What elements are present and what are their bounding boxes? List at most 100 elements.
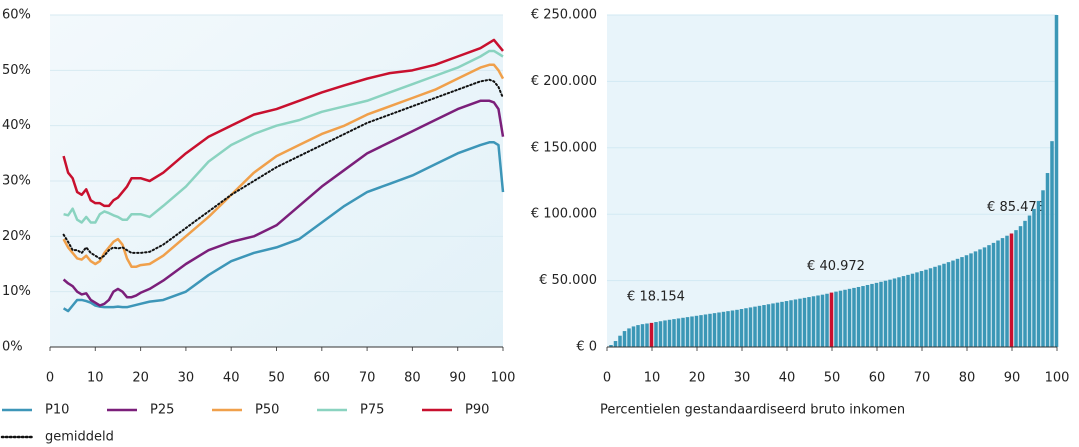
plot-background (607, 15, 1057, 347)
bar (834, 291, 838, 347)
x-tick-label: 70 (914, 371, 931, 386)
bar (676, 318, 681, 347)
bar (928, 268, 933, 347)
x-tick-label: 10 (87, 371, 104, 386)
bar (1045, 173, 1050, 347)
bar (757, 305, 762, 347)
bar (748, 307, 753, 347)
x-tick-label: 90 (449, 371, 466, 386)
x-tick-label: 80 (404, 371, 421, 386)
value-label: € 18.154 (627, 289, 685, 304)
bar (969, 253, 973, 347)
bar (721, 311, 726, 347)
series-line (62, 38, 504, 208)
bar (798, 298, 802, 347)
bar (1041, 190, 1045, 347)
x-tick-label: 30 (734, 371, 751, 386)
bar (1014, 230, 1018, 347)
y-tick-label: 10% (2, 284, 31, 299)
legend-label: P25 (150, 403, 174, 418)
bar (1027, 215, 1032, 347)
bar (978, 249, 982, 347)
bar (645, 323, 649, 347)
y-tick-label: 30% (2, 174, 31, 189)
bar (658, 321, 663, 347)
bar (942, 263, 946, 347)
bar (766, 304, 771, 347)
x-axis-label: Percentielen gestandaardiseerd bruto ink… (600, 403, 905, 418)
bar (816, 295, 820, 347)
series-line (62, 141, 505, 313)
bar (726, 311, 730, 347)
bar (1050, 141, 1054, 347)
bar (879, 281, 883, 347)
y-tick-label: € 250.000 (531, 8, 597, 23)
bar (793, 299, 798, 347)
legend-label: P75 (360, 403, 384, 418)
bar (861, 286, 865, 347)
bar (1023, 220, 1027, 347)
bar (627, 328, 631, 347)
bar (820, 294, 825, 347)
bar (811, 296, 816, 347)
bar (712, 313, 717, 347)
bar (699, 315, 703, 347)
bar (717, 312, 721, 347)
bar (1018, 226, 1023, 347)
legend-label: gemiddeld (45, 430, 114, 445)
y-tick-label: € 100.000 (531, 207, 597, 222)
bar (631, 326, 636, 347)
bar (874, 282, 879, 347)
bar (663, 320, 667, 347)
y-tick-label: 60% (2, 8, 31, 23)
x-tick-label: 0 (46, 371, 54, 386)
bar (973, 251, 978, 347)
bar (744, 308, 748, 347)
bar (933, 266, 937, 347)
legend-label: P90 (465, 403, 489, 418)
bar (892, 278, 897, 347)
bar (1009, 233, 1014, 347)
bar (636, 325, 640, 347)
bar (982, 247, 987, 347)
x-tick-label: 100 (1045, 371, 1070, 386)
bar (640, 324, 645, 347)
bar (730, 310, 735, 347)
x-tick-label: 30 (178, 371, 195, 386)
bar (883, 280, 888, 347)
bar (622, 331, 627, 347)
bar (690, 316, 694, 347)
series-line (62, 78, 504, 260)
bar (1054, 15, 1059, 347)
bar (937, 265, 942, 347)
bar (609, 345, 613, 347)
x-tick-label: 50 (824, 371, 841, 386)
y-tick-label: € 150.000 (531, 140, 597, 155)
x-tick-label: 80 (959, 371, 976, 386)
y-tick-label: 0% (2, 340, 23, 355)
bar (910, 273, 915, 347)
x-tick-label: 60 (314, 371, 331, 386)
x-tick-label: 20 (132, 371, 149, 386)
bar (1005, 235, 1009, 347)
bar (762, 305, 766, 347)
bar (654, 322, 658, 347)
bar (753, 306, 757, 347)
y-tick-label: € 0 (576, 340, 597, 355)
bar (1032, 208, 1036, 347)
bar (870, 283, 874, 347)
bar (613, 341, 618, 347)
bar (888, 279, 892, 347)
bar (672, 319, 676, 347)
y-tick-label: € 50.000 (539, 273, 597, 288)
x-tick-label: 50 (268, 371, 285, 386)
bar (906, 274, 910, 347)
bar (964, 255, 969, 347)
bar (924, 269, 928, 347)
y-tick-label: 40% (2, 118, 31, 133)
value-label: € 85.473 (987, 200, 1045, 215)
y-tick-label: 50% (2, 63, 31, 78)
bar (703, 314, 708, 347)
series-line (63, 49, 504, 224)
